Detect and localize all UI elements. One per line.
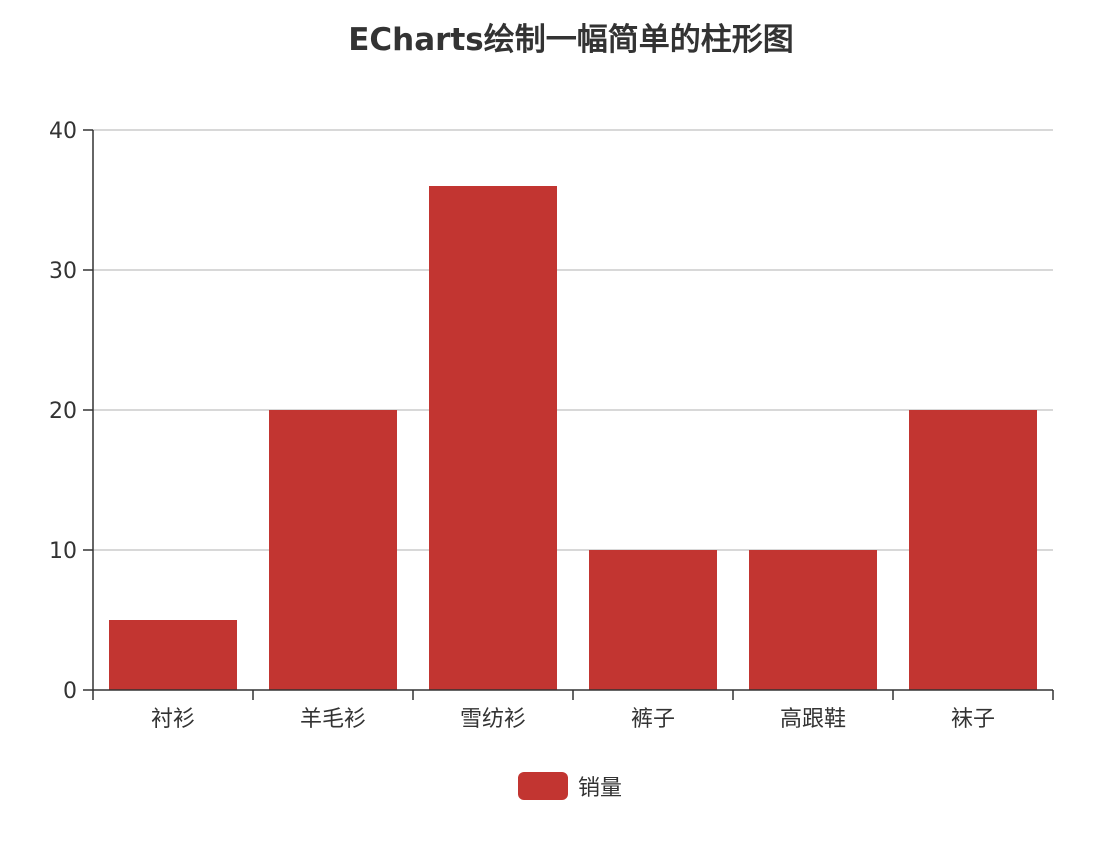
x-tick-label: 雪纺衫 (460, 707, 526, 732)
bar-2 (269, 410, 397, 690)
x-tick-label: 裤子 (631, 707, 675, 732)
bar-5 (749, 550, 877, 690)
bar-3 (429, 186, 557, 690)
x-tick-label: 衬衫 (151, 707, 195, 732)
y-tick-label: 30 (49, 259, 77, 284)
grid-lines (93, 129, 1053, 551)
legend-label[interactable]: 销量 (578, 776, 622, 801)
legend[interactable]: 销量 (518, 772, 622, 801)
y-tick-label: 20 (49, 399, 77, 424)
bar-6 (909, 410, 1037, 690)
bars (109, 186, 1037, 690)
x-tick-label: 袜子 (951, 707, 995, 732)
bar-4 (589, 550, 717, 690)
bar-1 (109, 620, 237, 690)
legend-swatch[interactable] (518, 772, 568, 800)
x-tick-label: 高跟鞋 (780, 707, 846, 732)
chart-title: ECharts绘制一幅简单的柱形图 (348, 22, 793, 58)
y-tick-label: 40 (49, 119, 77, 144)
y-tick-label: 10 (49, 539, 77, 564)
axes: 0 10 20 30 40 衬衫 羊毛衫 雪纺衫 裤子 高跟鞋 袜子 (49, 119, 1054, 732)
x-tick-label: 羊毛衫 (300, 707, 366, 732)
y-tick-label: 0 (63, 679, 77, 704)
